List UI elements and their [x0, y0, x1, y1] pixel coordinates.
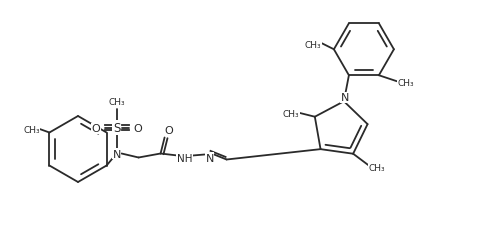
Text: CH₃: CH₃: [305, 41, 321, 49]
Text: O: O: [133, 124, 142, 134]
Text: O: O: [164, 125, 173, 135]
Text: CH₃: CH₃: [398, 78, 414, 87]
Text: NH: NH: [177, 154, 192, 164]
Text: S: S: [113, 121, 120, 134]
Text: N: N: [341, 93, 349, 103]
Text: CH₃: CH₃: [23, 126, 40, 134]
Text: O: O: [91, 124, 100, 134]
Text: CH₃: CH₃: [369, 163, 386, 173]
Text: CH₃: CH₃: [108, 98, 125, 106]
Text: CH₃: CH₃: [283, 110, 299, 119]
Text: N: N: [112, 149, 121, 159]
Text: N: N: [205, 153, 214, 163]
